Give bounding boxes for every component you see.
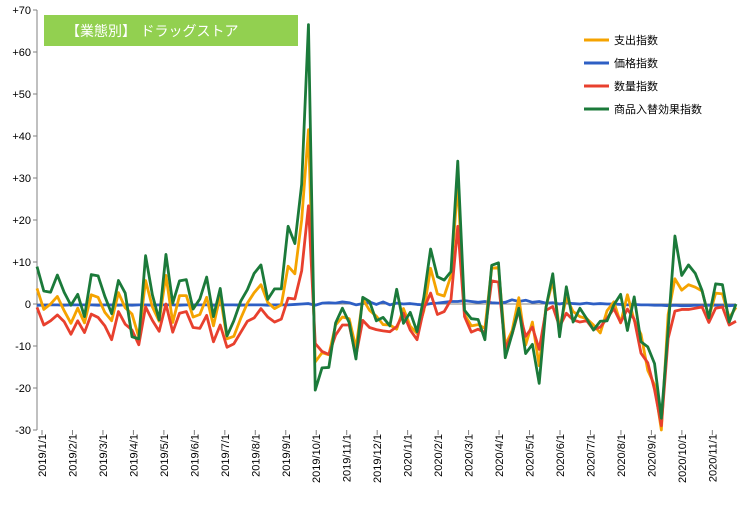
y-tick-label: +10 <box>12 257 31 269</box>
series-line-0 <box>35 128 738 432</box>
x-tick-label: 2020/9/1 <box>646 434 658 477</box>
x-tick-label: 2020/10/1 <box>677 434 689 483</box>
x-tick-label: 2019/3/1 <box>98 434 110 477</box>
x-tick-label: 2019/4/1 <box>128 434 140 477</box>
legend-label: 数量指数 <box>614 79 658 93</box>
y-tick-label: -30 <box>15 425 31 437</box>
x-tick-label: 2019/9/1 <box>281 434 293 477</box>
series-line-1 <box>37 298 737 308</box>
x-tick-label: 2019/6/1 <box>189 434 201 477</box>
legend-label: 支出指数 <box>614 33 658 47</box>
chart-title: 【業態別】 ドラッグストア <box>66 24 238 40</box>
y-axis-ticks: +70 +60 +50 +40 +30 +20 +10 0 -10 -20 -30 <box>12 5 37 437</box>
axes-layer <box>36 10 736 430</box>
x-tick-label: 2020/3/1 <box>464 434 476 477</box>
x-tick-label: 2019/10/1 <box>311 434 323 483</box>
x-tick-label: 2020/2/1 <box>433 434 445 477</box>
x-tick-label: 2020/6/1 <box>555 434 567 477</box>
x-tick-label: 2019/12/1 <box>372 434 384 483</box>
y-tick-label: +30 <box>12 173 31 185</box>
x-tick-label: 2020/11/1 <box>707 434 719 482</box>
y-tick-label: -20 <box>15 383 31 395</box>
y-tick-label: +50 <box>12 89 31 101</box>
x-tick-label: 2020/1/1 <box>403 434 415 477</box>
x-tick-label: 2020/7/1 <box>585 434 597 477</box>
x-tick-label: 2019/2/1 <box>67 434 79 477</box>
x-tick-label: 2019/11/1 <box>342 434 354 482</box>
x-tick-label: 2020/4/1 <box>494 434 506 477</box>
x-tick-label: 2019/8/1 <box>250 434 262 477</box>
x-tick-label: 2020/5/1 <box>525 434 537 477</box>
y-tick-label: +60 <box>12 47 31 59</box>
y-tick-label: +20 <box>12 215 31 227</box>
x-tick-label: 2019/1/1 <box>37 434 49 477</box>
x-tick-label: 2019/7/1 <box>220 434 232 477</box>
x-tick-label: 2019/5/1 <box>159 434 171 477</box>
chart-title-background <box>44 15 298 46</box>
chart-title-box: 【業態別】 ドラッグストア <box>44 15 298 46</box>
y-tick-label: +40 <box>12 131 31 143</box>
series-line-2 <box>35 204 737 428</box>
legend-label: 価格指数 <box>614 56 658 70</box>
y-tick-label: +70 <box>12 5 31 17</box>
x-axis-ticks: 2019/1/1 2019/2/1 2019/3/1 2019/4/1 2019/5/1… <box>37 430 719 483</box>
series-layer <box>35 23 738 432</box>
y-tick-label: 0 <box>25 299 31 311</box>
y-tick-label: -10 <box>15 341 31 353</box>
x-tick-label: 2020/8/1 <box>616 434 628 477</box>
legend-label: 商品入替効果指数 <box>614 102 702 116</box>
series-line-3 <box>35 23 738 420</box>
